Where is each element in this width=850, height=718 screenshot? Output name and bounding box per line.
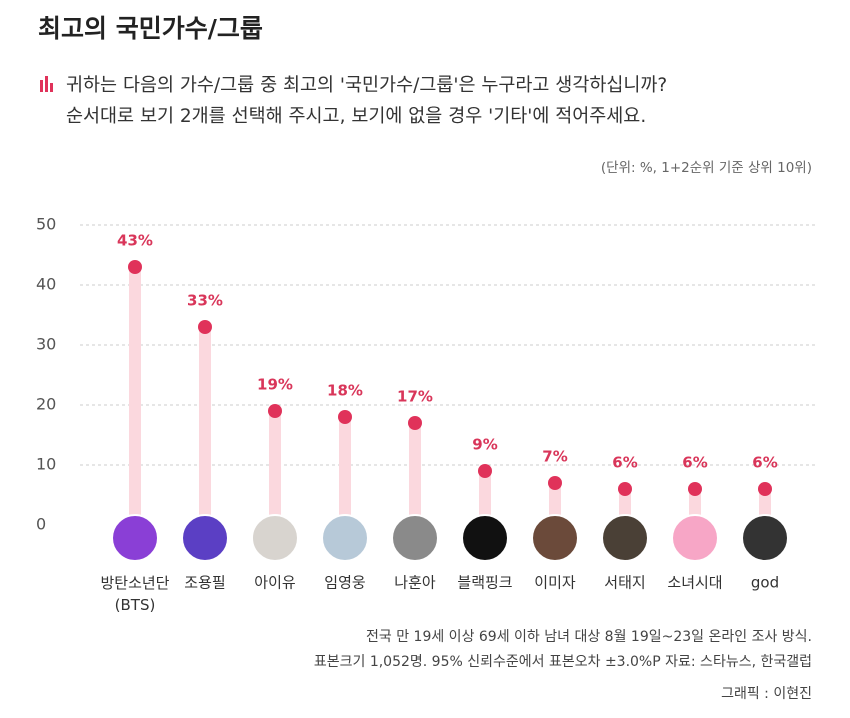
subtitle: 순서대로 보기 2개를 선택해 주시고, 보기에 없을 경우 '기타'에 적어주… [66,106,646,127]
avatar [601,514,649,562]
x-tick-label: 서태지 [604,574,645,592]
value-label: 9% [472,436,497,454]
avatar [391,514,439,562]
unit-note: (단위: %, 1+2순위 기준 상위 10위) [601,160,812,176]
y-tick-label: 30 [36,335,56,354]
dot [688,482,702,496]
y-tick-label: 10 [36,455,56,474]
question-icon [40,76,53,92]
value-label: 19% [257,376,293,394]
stem [199,327,211,525]
dot [198,320,212,334]
stem [479,471,491,525]
dot [408,416,422,430]
value-label: 6% [682,454,707,472]
footnote: 표본크기 1,052명. 95% 신뢰수준에서 표본오차 ±3.0%P 자료: … [314,654,812,670]
dot [338,410,352,424]
avatar [531,514,579,562]
avatar [461,514,509,562]
avatar [111,514,159,562]
x-tick-label: 소녀시대 [667,574,722,592]
x-tick-label: 나훈아 [394,574,436,592]
avatar [671,514,719,562]
value-label: 7% [542,448,567,466]
y-tick-label: 0 [36,515,46,534]
x-tick-label: 이미자 [534,574,576,592]
stem [409,423,421,525]
value-label: 6% [612,454,637,472]
chart-title: 최고의 국민가수/그룹 [38,14,263,43]
dot [128,260,142,274]
x-tick-label: 아이유 [254,574,296,592]
value-label: 6% [752,454,777,472]
x-tick-label: 임영웅 [324,574,365,592]
dot [618,482,632,496]
avatar [251,514,299,562]
stem [129,267,141,525]
y-tick-label: 20 [36,395,56,414]
avatar [741,514,789,562]
footnote: 전국 만 19세 이상 69세 이하 남녀 대상 8월 19일~23일 온라인 … [366,629,812,645]
subtitle: 귀하는 다음의 가수/그룹 중 최고의 '국민가수/그룹'은 누구라고 생각하십… [66,75,667,96]
stem [339,417,351,525]
value-label: 18% [327,382,363,400]
avatar [321,514,369,562]
stem [269,411,281,525]
y-tick-label: 50 [36,215,56,234]
x-tick-label: 블랙핑크 [457,574,512,592]
value-label: 43% [117,232,153,250]
value-label: 17% [397,388,433,406]
x-tick-label: 조용필 [184,574,225,592]
x-tick-label: 방탄소년단 (BTS) [100,574,169,614]
dot [268,404,282,418]
credit: 그래픽 : 이현진 [721,686,812,702]
y-tick-label: 40 [36,275,56,294]
dot [758,482,772,496]
dot [478,464,492,478]
x-tick-label: god [751,574,779,592]
value-label: 33% [187,292,223,310]
avatar [181,514,229,562]
dot [548,476,562,490]
